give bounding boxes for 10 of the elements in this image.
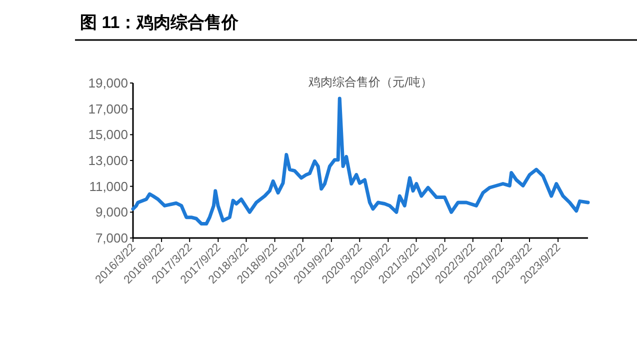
y-tick-label: 17,000 — [88, 101, 128, 116]
y-tick-label: 13,000 — [88, 153, 128, 168]
chart-title: 图 11：鸡肉综合售价 — [80, 13, 240, 32]
line-series — [131, 96, 590, 226]
y-tick-label: 15,000 — [88, 127, 128, 142]
y-tick-label: 11,000 — [89, 178, 128, 194]
y-tick-label: 7,000 — [95, 230, 128, 246]
y-tick-label: 19,000 — [88, 76, 128, 90]
chart-subtitle: 鸡肉综合售价（元/吨） — [307, 75, 433, 89]
y-tick-label: 9,000 — [95, 204, 128, 220]
